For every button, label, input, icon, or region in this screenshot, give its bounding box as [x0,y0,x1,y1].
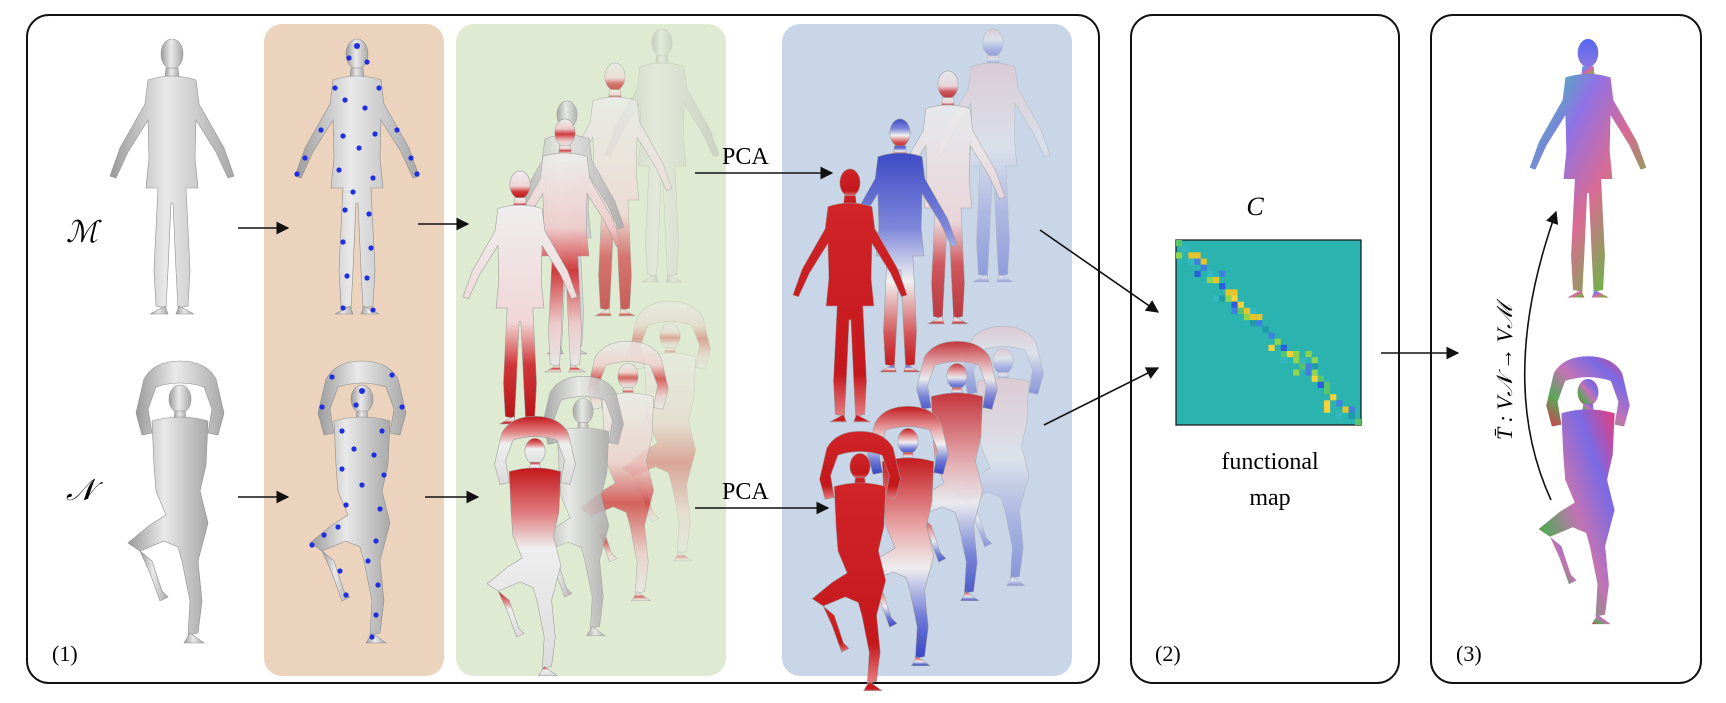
panel-3-number: (3) [1456,641,1482,666]
functional-map-caption-line1: functional [1221,449,1319,475]
transfer-arc-arrow [1523,210,1559,501]
transfer-label: T̄ : V𝒩 → Vℳ [1492,298,1517,440]
landmarks-stage-bg [264,24,444,676]
target-shape-mesh [127,360,225,644]
arrow-source-to-map [1039,229,1160,313]
source-shape-mesh [109,38,235,315]
panel-2-number: (2) [1155,641,1181,666]
target-shape-label: 𝒩 [66,474,104,507]
panel-1-number: (1) [52,641,78,666]
source-shape-label: ℳ [66,216,102,249]
target-correspondence-mesh [1538,356,1630,625]
matrix-label: C [1246,192,1264,221]
functional-map-matrix [1175,239,1362,426]
pca-label-bottom: PCA [722,479,769,505]
correspondence-head-marker [1578,39,1598,67]
panel-2-frame [1130,14,1400,684]
arrow-target-to-map [1043,367,1160,426]
panel-3-frame [1430,14,1702,684]
functional-map-caption-line2: map [1249,485,1290,511]
panel-1-frame [26,14,1100,684]
source-correspondence-mesh [1529,38,1647,298]
pca-label-top: PCA [722,144,769,170]
